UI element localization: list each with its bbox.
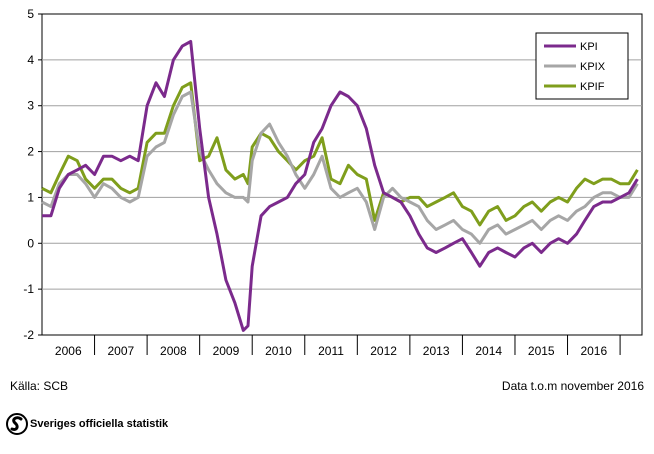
x-axis-ticks: 2006 2007 2008 2009 2010 2011 2012 2013 2014 2015… <box>55 335 621 358</box>
logo-text: Sveriges officiella statistik <box>30 418 169 430</box>
series-lines <box>41 40 639 332</box>
y-tick-label: 2 <box>27 145 34 159</box>
legend-label-kpif: KPIF <box>580 81 605 93</box>
legend-label-kpix: KPIX <box>580 61 606 73</box>
y-tick-label: 5 <box>27 7 34 21</box>
legend-label-kpi: KPI <box>580 41 598 53</box>
scb-logo: Sveriges officiella statistik <box>6 413 168 435</box>
scb-logo-icon <box>6 413 28 435</box>
x-tick-label: 2015 <box>528 344 555 358</box>
legend: KPI KPIX KPIF <box>535 32 629 100</box>
series-line-kpif <box>41 81 639 227</box>
x-tick-label: 2012 <box>370 344 397 358</box>
x-tick-label: 2006 <box>55 344 82 358</box>
x-tick-label: 2007 <box>107 344 134 358</box>
y-tick-label: 3 <box>27 99 34 113</box>
y-tick-label: 4 <box>27 53 34 67</box>
y-axis-ticks: 5 4 3 2 1 0 -1 -2 <box>23 7 42 342</box>
y-tick-label: 0 <box>27 236 34 250</box>
x-tick-label: 2010 <box>265 344 292 358</box>
series-line-kpi <box>42 40 639 332</box>
x-tick-label: 2013 <box>423 344 450 358</box>
x-tick-label: 2011 <box>318 344 344 358</box>
x-tick-label: 2009 <box>213 344 240 358</box>
y-tick-label: -2 <box>23 328 34 342</box>
data-period-note: Data t.o.m november 2016 <box>501 379 644 393</box>
x-tick-label: 2014 <box>475 344 502 358</box>
y-tick-label: -1 <box>23 282 34 296</box>
series-line-kpix <box>41 90 639 245</box>
source-label: Källa: SCB <box>10 379 69 393</box>
x-tick-label: 2016 <box>580 344 607 358</box>
y-tick-label: 1 <box>27 190 34 204</box>
x-tick-label: 2008 <box>160 344 187 358</box>
